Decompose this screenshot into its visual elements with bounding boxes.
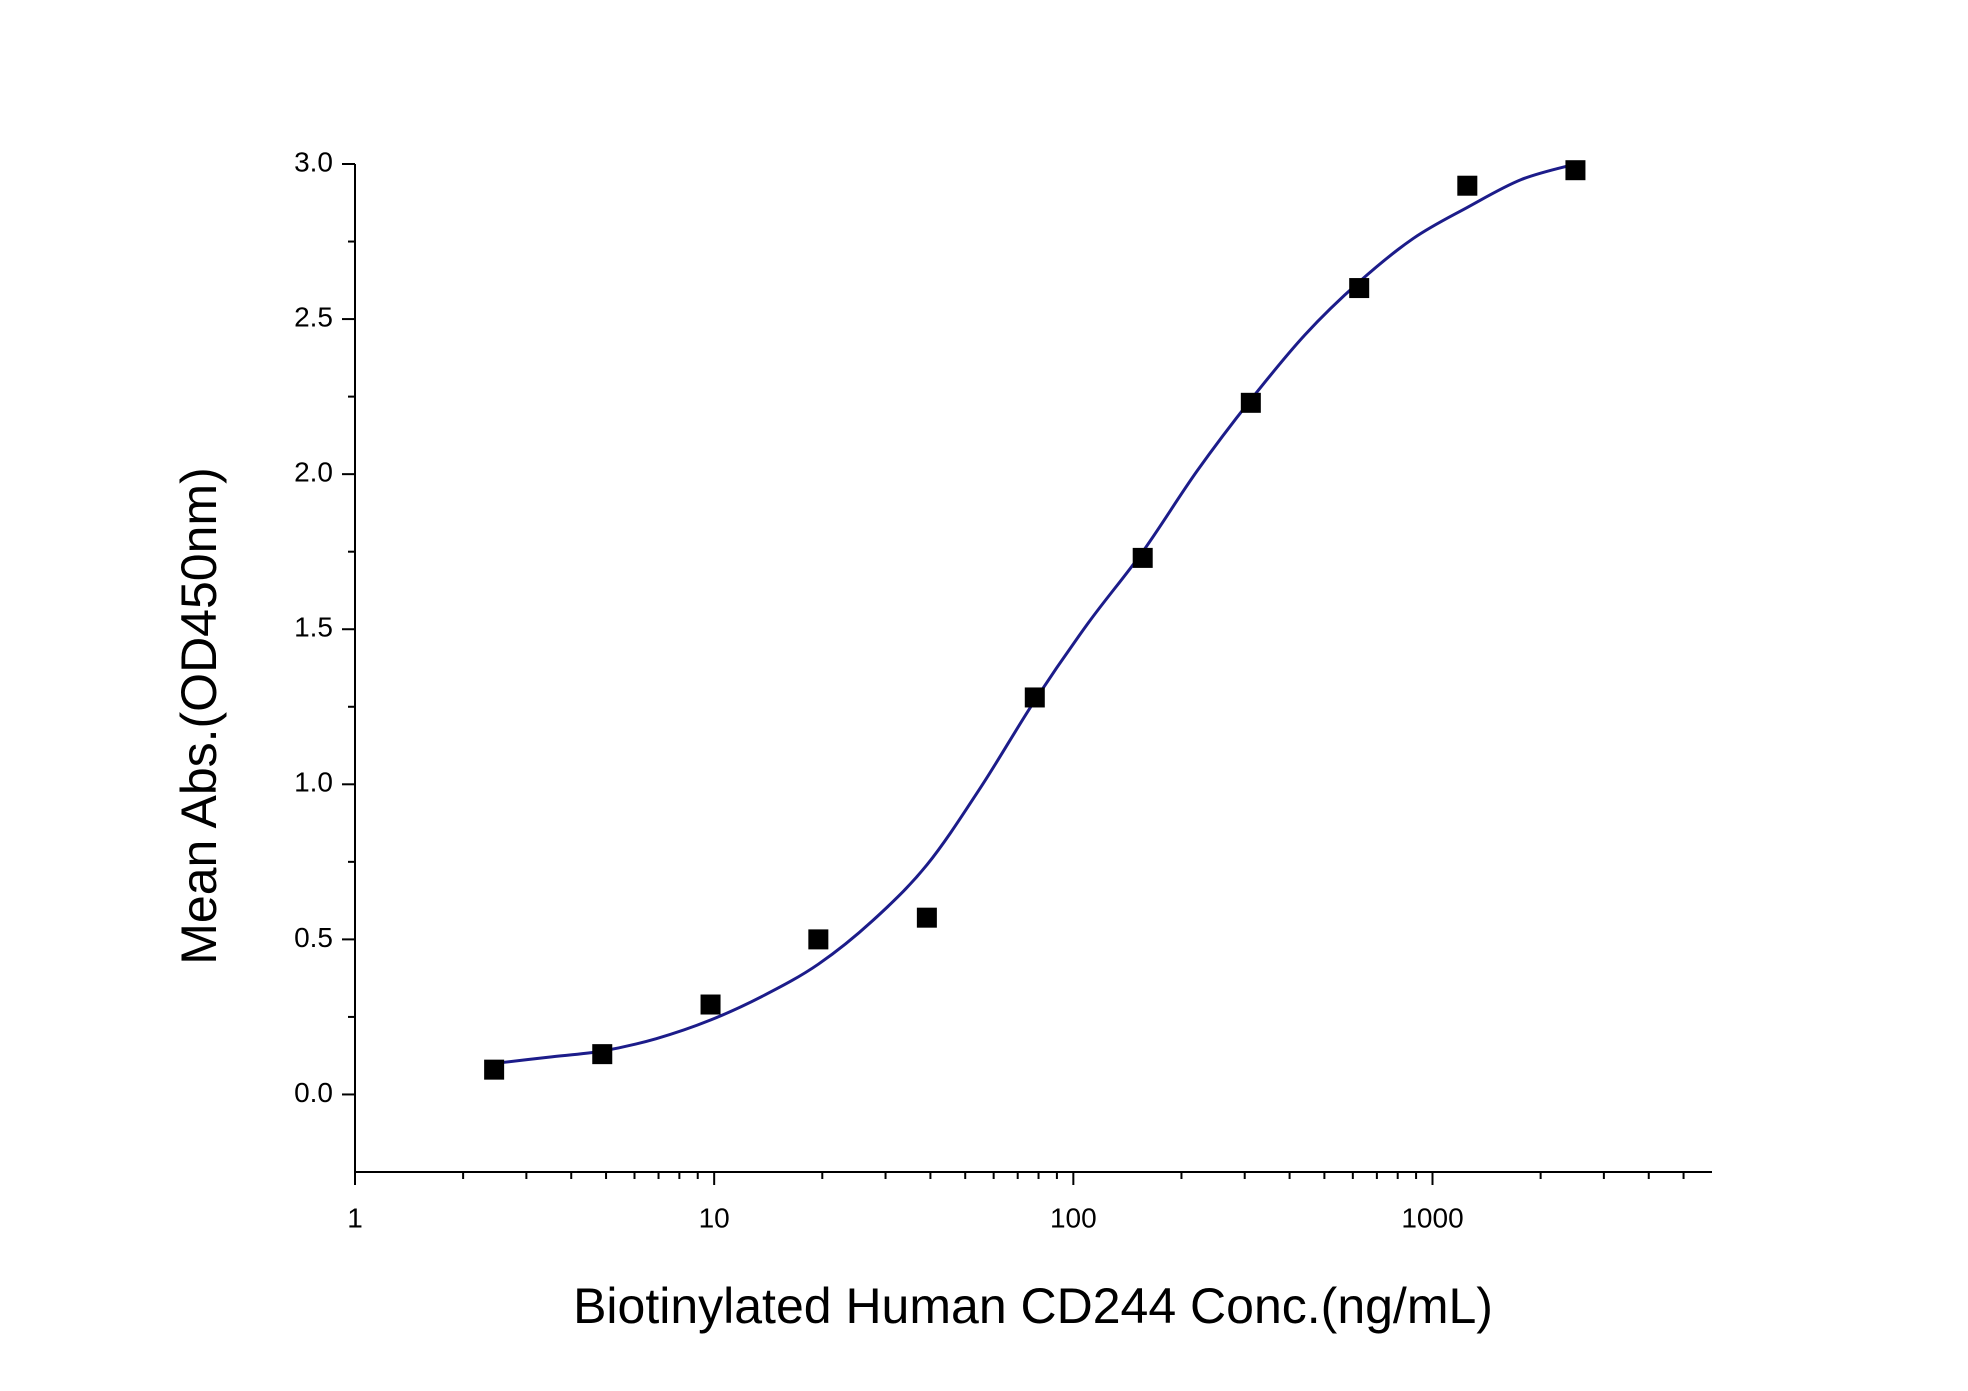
x-tick-label: 10 [699, 1202, 730, 1233]
y-tick-label: 0.0 [294, 1077, 333, 1108]
data-point [1349, 278, 1370, 299]
data-point [1024, 687, 1045, 708]
data-point [592, 1044, 613, 1065]
x-tick-label: 1000 [1401, 1202, 1463, 1233]
data-point [700, 994, 721, 1015]
x-axis-label: Biotinylated Human CD244 Conc.(ng/mL) [573, 1278, 1493, 1334]
y-tick-label: 0.5 [294, 922, 333, 953]
data-point [1240, 392, 1261, 413]
x-tick-label: 100 [1050, 1202, 1097, 1233]
y-axis-label: Mean Abs.(OD450nm) [171, 467, 227, 964]
data-point [1565, 160, 1586, 181]
y-tick-label: 2.0 [294, 457, 333, 488]
data-point [808, 929, 829, 950]
y-tick-label: 1.0 [294, 767, 333, 798]
x-tick-label: 1 [347, 1202, 363, 1233]
y-tick-label: 2.5 [294, 301, 333, 332]
y-tick-label: 1.5 [294, 612, 333, 643]
fit-curve [493, 162, 1576, 1065]
y-tick-label: 3.0 [294, 146, 333, 177]
data-point [484, 1059, 505, 1080]
data-point [1132, 547, 1153, 568]
data-point [1457, 175, 1478, 196]
data-point [916, 907, 937, 928]
